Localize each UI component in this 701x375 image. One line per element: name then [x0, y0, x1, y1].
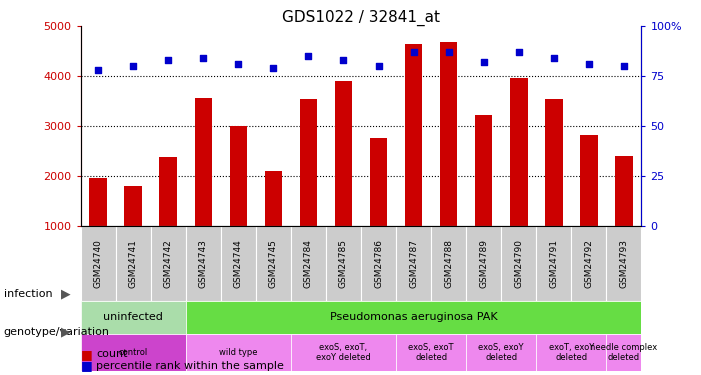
Text: GSM24791: GSM24791: [550, 238, 558, 288]
FancyBboxPatch shape: [536, 226, 571, 301]
FancyBboxPatch shape: [116, 226, 151, 301]
Text: exoS, exoT,
exoY deleted: exoS, exoT, exoY deleted: [316, 343, 371, 362]
Point: [233, 61, 244, 67]
Bar: [230, 126, 247, 226]
Text: Pseudomonas aeruginosa PAK: Pseudomonas aeruginosa PAK: [329, 312, 498, 322]
Text: GSM24793: GSM24793: [620, 238, 628, 288]
Text: GSM24743: GSM24743: [199, 239, 207, 288]
Bar: [405, 44, 423, 226]
Text: exoS, exoY
deleted: exoS, exoY deleted: [479, 343, 524, 362]
Bar: [580, 135, 598, 226]
Text: count: count: [96, 350, 128, 359]
Text: ▶: ▶: [60, 326, 70, 338]
Text: control: control: [118, 348, 148, 357]
Point: [618, 63, 629, 69]
Bar: [195, 98, 212, 226]
Point: [443, 49, 454, 55]
Point: [198, 55, 209, 61]
FancyBboxPatch shape: [291, 226, 326, 301]
FancyBboxPatch shape: [256, 226, 291, 301]
Bar: [615, 156, 633, 226]
FancyBboxPatch shape: [186, 226, 221, 301]
Text: GSM24787: GSM24787: [409, 238, 418, 288]
FancyBboxPatch shape: [186, 301, 641, 334]
Text: needle complex
deleted: needle complex deleted: [590, 343, 658, 362]
Point: [478, 59, 489, 65]
Bar: [440, 42, 458, 226]
FancyBboxPatch shape: [81, 301, 186, 334]
Text: wild type: wild type: [219, 348, 257, 357]
Point: [268, 65, 279, 71]
Text: GSM24792: GSM24792: [585, 239, 593, 288]
FancyBboxPatch shape: [431, 226, 466, 301]
FancyBboxPatch shape: [606, 226, 641, 301]
Bar: [265, 171, 283, 226]
Text: exoT, exoY
deleted: exoT, exoY deleted: [549, 343, 594, 362]
Text: GSM24785: GSM24785: [339, 238, 348, 288]
Text: ▶: ▶: [60, 288, 70, 301]
FancyBboxPatch shape: [571, 226, 606, 301]
Bar: [370, 138, 387, 226]
FancyBboxPatch shape: [396, 334, 466, 371]
FancyBboxPatch shape: [81, 226, 116, 301]
FancyBboxPatch shape: [81, 334, 186, 371]
Text: infection: infection: [4, 290, 52, 299]
Point: [373, 63, 384, 69]
Point: [513, 49, 524, 55]
FancyBboxPatch shape: [466, 226, 501, 301]
FancyBboxPatch shape: [186, 334, 291, 371]
Text: ■: ■: [81, 359, 96, 372]
Bar: [160, 158, 177, 226]
FancyBboxPatch shape: [536, 334, 606, 371]
Bar: [125, 186, 142, 226]
Point: [338, 57, 349, 63]
FancyBboxPatch shape: [466, 334, 536, 371]
Text: GSM24784: GSM24784: [304, 239, 313, 288]
FancyBboxPatch shape: [396, 226, 431, 301]
FancyBboxPatch shape: [606, 334, 641, 371]
Bar: [90, 178, 107, 226]
Text: GSM24745: GSM24745: [269, 239, 278, 288]
FancyBboxPatch shape: [326, 226, 361, 301]
Bar: [335, 81, 353, 226]
Point: [548, 55, 559, 61]
FancyBboxPatch shape: [291, 334, 396, 371]
Point: [303, 53, 314, 59]
Text: ■: ■: [81, 348, 96, 361]
Text: exoS, exoT
deleted: exoS, exoT deleted: [409, 343, 454, 362]
Text: GSM24786: GSM24786: [374, 238, 383, 288]
Bar: [510, 78, 528, 226]
Text: genotype/variation: genotype/variation: [4, 327, 109, 337]
Bar: [300, 99, 317, 226]
Title: GDS1022 / 32841_at: GDS1022 / 32841_at: [282, 10, 440, 26]
Bar: [545, 99, 562, 226]
Text: GSM24789: GSM24789: [479, 238, 488, 288]
Text: GSM24790: GSM24790: [515, 238, 523, 288]
Text: GSM24742: GSM24742: [164, 239, 172, 288]
Point: [163, 57, 174, 63]
FancyBboxPatch shape: [151, 226, 186, 301]
FancyBboxPatch shape: [501, 226, 536, 301]
Point: [583, 61, 594, 67]
Text: GSM24744: GSM24744: [234, 239, 243, 288]
Text: uninfected: uninfected: [103, 312, 163, 322]
FancyBboxPatch shape: [221, 226, 256, 301]
FancyBboxPatch shape: [361, 226, 396, 301]
Text: GSM24741: GSM24741: [129, 239, 137, 288]
Point: [408, 49, 419, 55]
Point: [93, 67, 104, 73]
Text: GSM24740: GSM24740: [94, 239, 102, 288]
Text: GSM24788: GSM24788: [444, 238, 453, 288]
Bar: [475, 114, 492, 226]
Text: percentile rank within the sample: percentile rank within the sample: [96, 361, 284, 370]
Point: [128, 63, 139, 69]
